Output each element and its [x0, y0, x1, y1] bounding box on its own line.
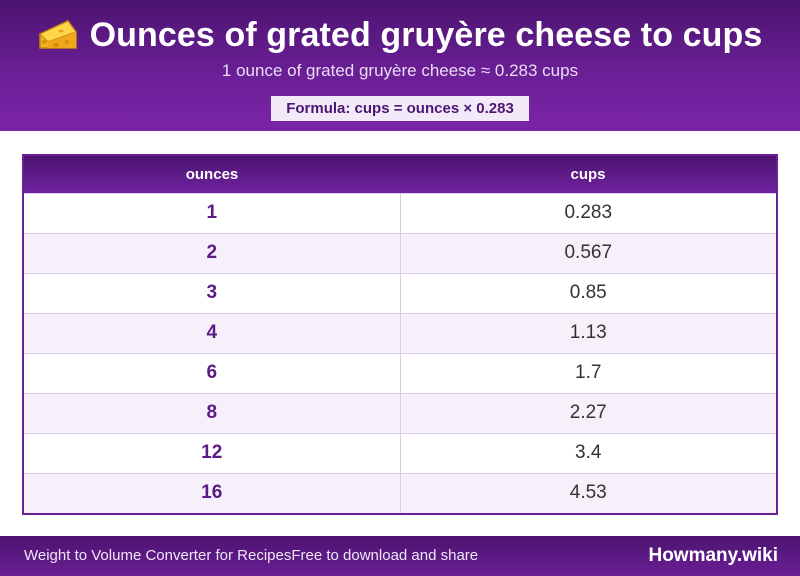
- cheese-icon: [38, 18, 78, 52]
- table-header-row: ounces cups: [24, 156, 776, 193]
- page-title: Ounces of grated gruyère cheese to cups: [89, 15, 763, 54]
- table-row: 1 0.283: [24, 192, 776, 233]
- conversion-table-container: ounces cups 1 0.283 2 0.567 3 0.85: [22, 154, 778, 515]
- ounces-cell: 4: [24, 312, 401, 353]
- cups-cell: 3.4: [400, 432, 776, 473]
- ounces-cell: 16: [24, 472, 401, 513]
- column-header-ounces: ounces: [185, 165, 239, 183]
- table-row: 4 1.13: [24, 312, 776, 353]
- cups-cell: 0.85: [400, 272, 776, 313]
- footer-tagline: Weight to Volume Converter for RecipesFr…: [24, 547, 479, 564]
- ounces-cell: 3: [24, 272, 401, 313]
- footer-bar: Weight to Volume Converter for RecipesFr…: [0, 536, 800, 576]
- cups-cell: 2.27: [400, 392, 776, 433]
- table-row: 3 0.85: [24, 272, 776, 313]
- formula-badge: Formula: cups = ounces × 0.283: [271, 96, 529, 121]
- ounces-cell: 12: [24, 432, 401, 473]
- ounces-cell: 6: [24, 352, 401, 393]
- footer-brand-logo[interactable]: Howmany.wiki: [648, 545, 778, 566]
- formula-wrap: Formula: cups = ounces × 0.283: [0, 96, 800, 121]
- cups-cell: 1.13: [400, 312, 776, 353]
- ounces-cell: 1: [24, 192, 401, 233]
- cups-cell: 1.7: [400, 352, 776, 393]
- ounces-cell: 8: [24, 392, 401, 433]
- table-row: 16 4.53: [24, 472, 776, 513]
- table-row: 12 3.4: [24, 432, 776, 473]
- cups-cell: 0.283: [400, 192, 776, 233]
- header-banner: Ounces of grated gruyère cheese to cups …: [0, 0, 800, 131]
- cups-cell: 4.53: [400, 472, 776, 513]
- table-row: 8 2.27: [24, 392, 776, 433]
- conversion-table: ounces cups 1 0.283 2 0.567 3 0.85: [24, 156, 776, 513]
- title-row: Ounces of grated gruyère cheese to cups: [0, 12, 800, 58]
- cups-cell: 0.567: [400, 232, 776, 273]
- table-row: 6 1.7: [24, 352, 776, 393]
- page-subtitle: 1 ounce of grated gruyère cheese ≈ 0.283…: [221, 61, 579, 80]
- column-header-cups: cups: [570, 165, 606, 183]
- ounces-cell: 2: [24, 232, 401, 273]
- table-row: 2 0.567: [24, 232, 776, 273]
